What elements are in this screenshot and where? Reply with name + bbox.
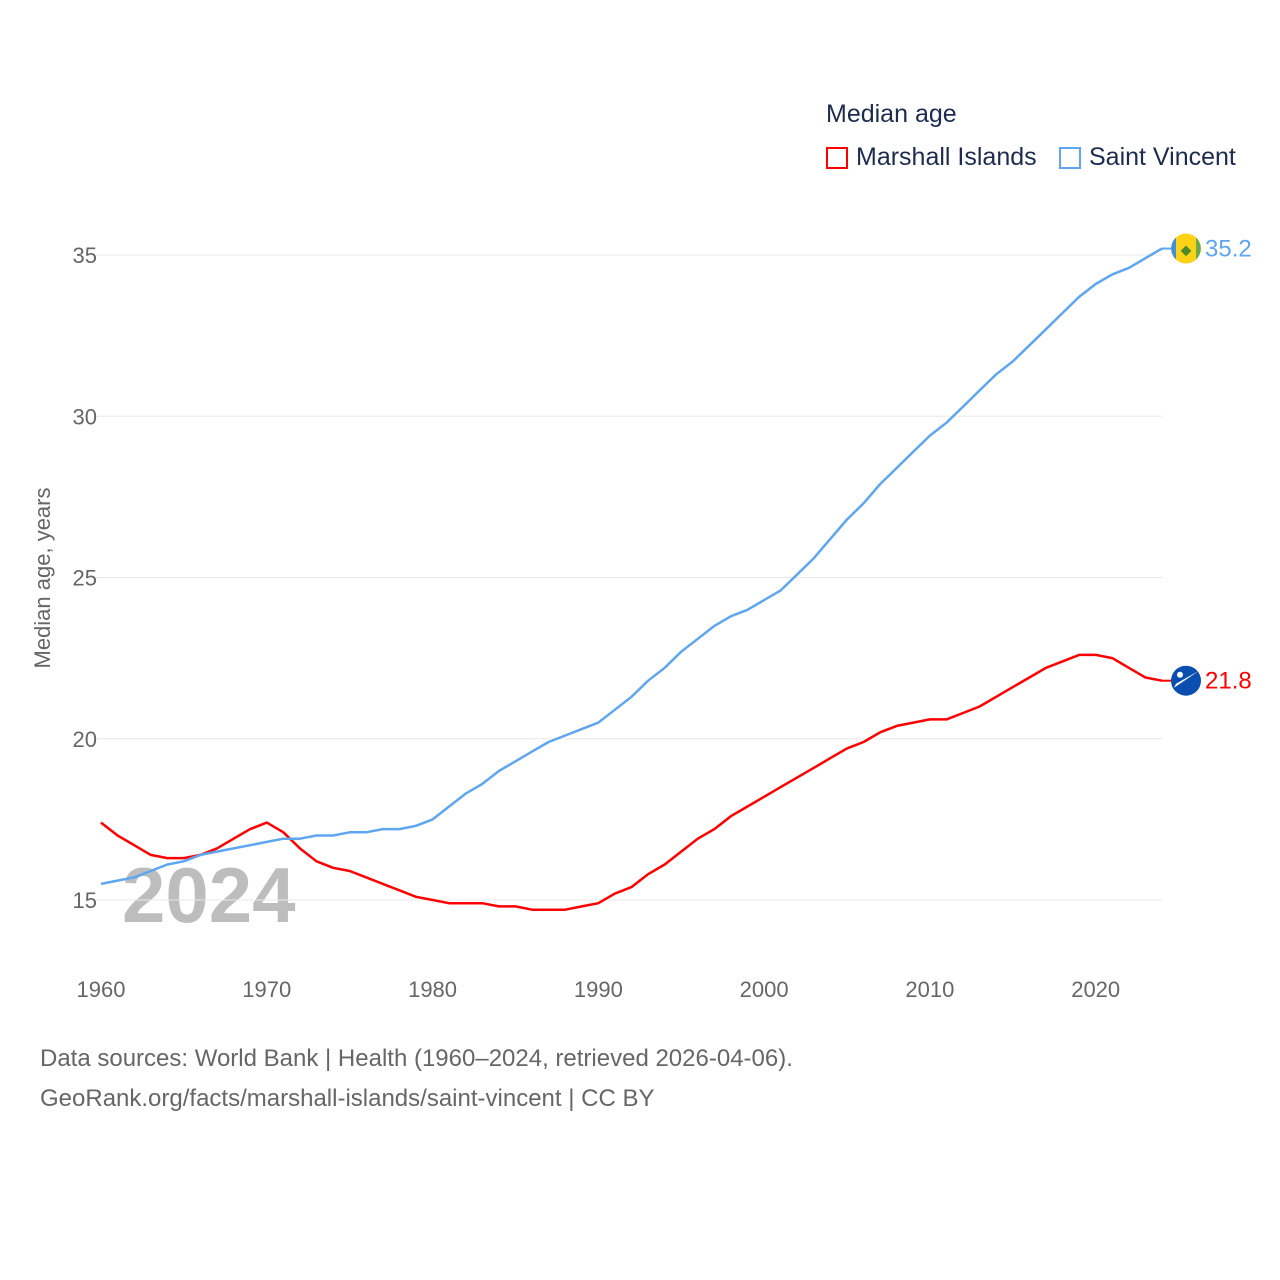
marshall-islands-flag-icon <box>1171 665 1201 696</box>
legend-item-saint-vincent[interactable]: Saint Vincent <box>1059 143 1236 172</box>
y-tick-label: 35 <box>73 243 97 268</box>
y-axis-label: Median age, years <box>30 488 55 669</box>
y-tick-label: 25 <box>73 566 97 591</box>
legend-swatch <box>1059 146 1081 169</box>
y-tick-label: 30 <box>73 404 97 429</box>
y-tick-label: 20 <box>73 727 97 752</box>
footer-sources: Data sources: World Bank | Health (1960–… <box>40 1045 793 1072</box>
saint-vincent-flag-icon <box>1171 233 1201 264</box>
x-tick-label: 1970 <box>242 977 291 1002</box>
legend-swatch <box>826 146 848 169</box>
year-watermark: 2024 <box>122 851 296 939</box>
flag-stripe <box>1196 237 1201 260</box>
flag-star <box>1177 671 1183 678</box>
flag-stripe <box>1174 670 1199 688</box>
x-tick-label: 2010 <box>905 977 954 1002</box>
series-line-marshall-islands <box>100 653 1163 911</box>
legend-item-marshall-islands[interactable]: Marshall Islands <box>826 143 1037 172</box>
x-tick-label: 1990 <box>574 977 623 1002</box>
flag-stripe <box>1171 237 1176 260</box>
legend-label: Saint Vincent <box>1089 143 1236 171</box>
end-value-label: 35.2 <box>1205 236 1252 263</box>
footer-link[interactable]: GeoRank.org/facts/marshall-islands/saint… <box>40 1085 655 1112</box>
x-tick-label: 2020 <box>1071 977 1120 1002</box>
flag-stripe <box>1174 670 1199 690</box>
series-line-saint-vincent <box>100 247 1163 886</box>
x-tick-label: 2000 <box>740 977 789 1002</box>
y-tick-label: 15 <box>73 888 97 913</box>
x-tick-label: 1980 <box>408 977 457 1002</box>
legend-title: Median age <box>826 100 957 128</box>
x-tick-label: 1960 <box>77 977 126 1002</box>
end-value-label: 21.8 <box>1205 668 1252 695</box>
flag-diamonds: ◆ <box>1181 242 1192 258</box>
legend-label: Marshall Islands <box>856 143 1037 171</box>
